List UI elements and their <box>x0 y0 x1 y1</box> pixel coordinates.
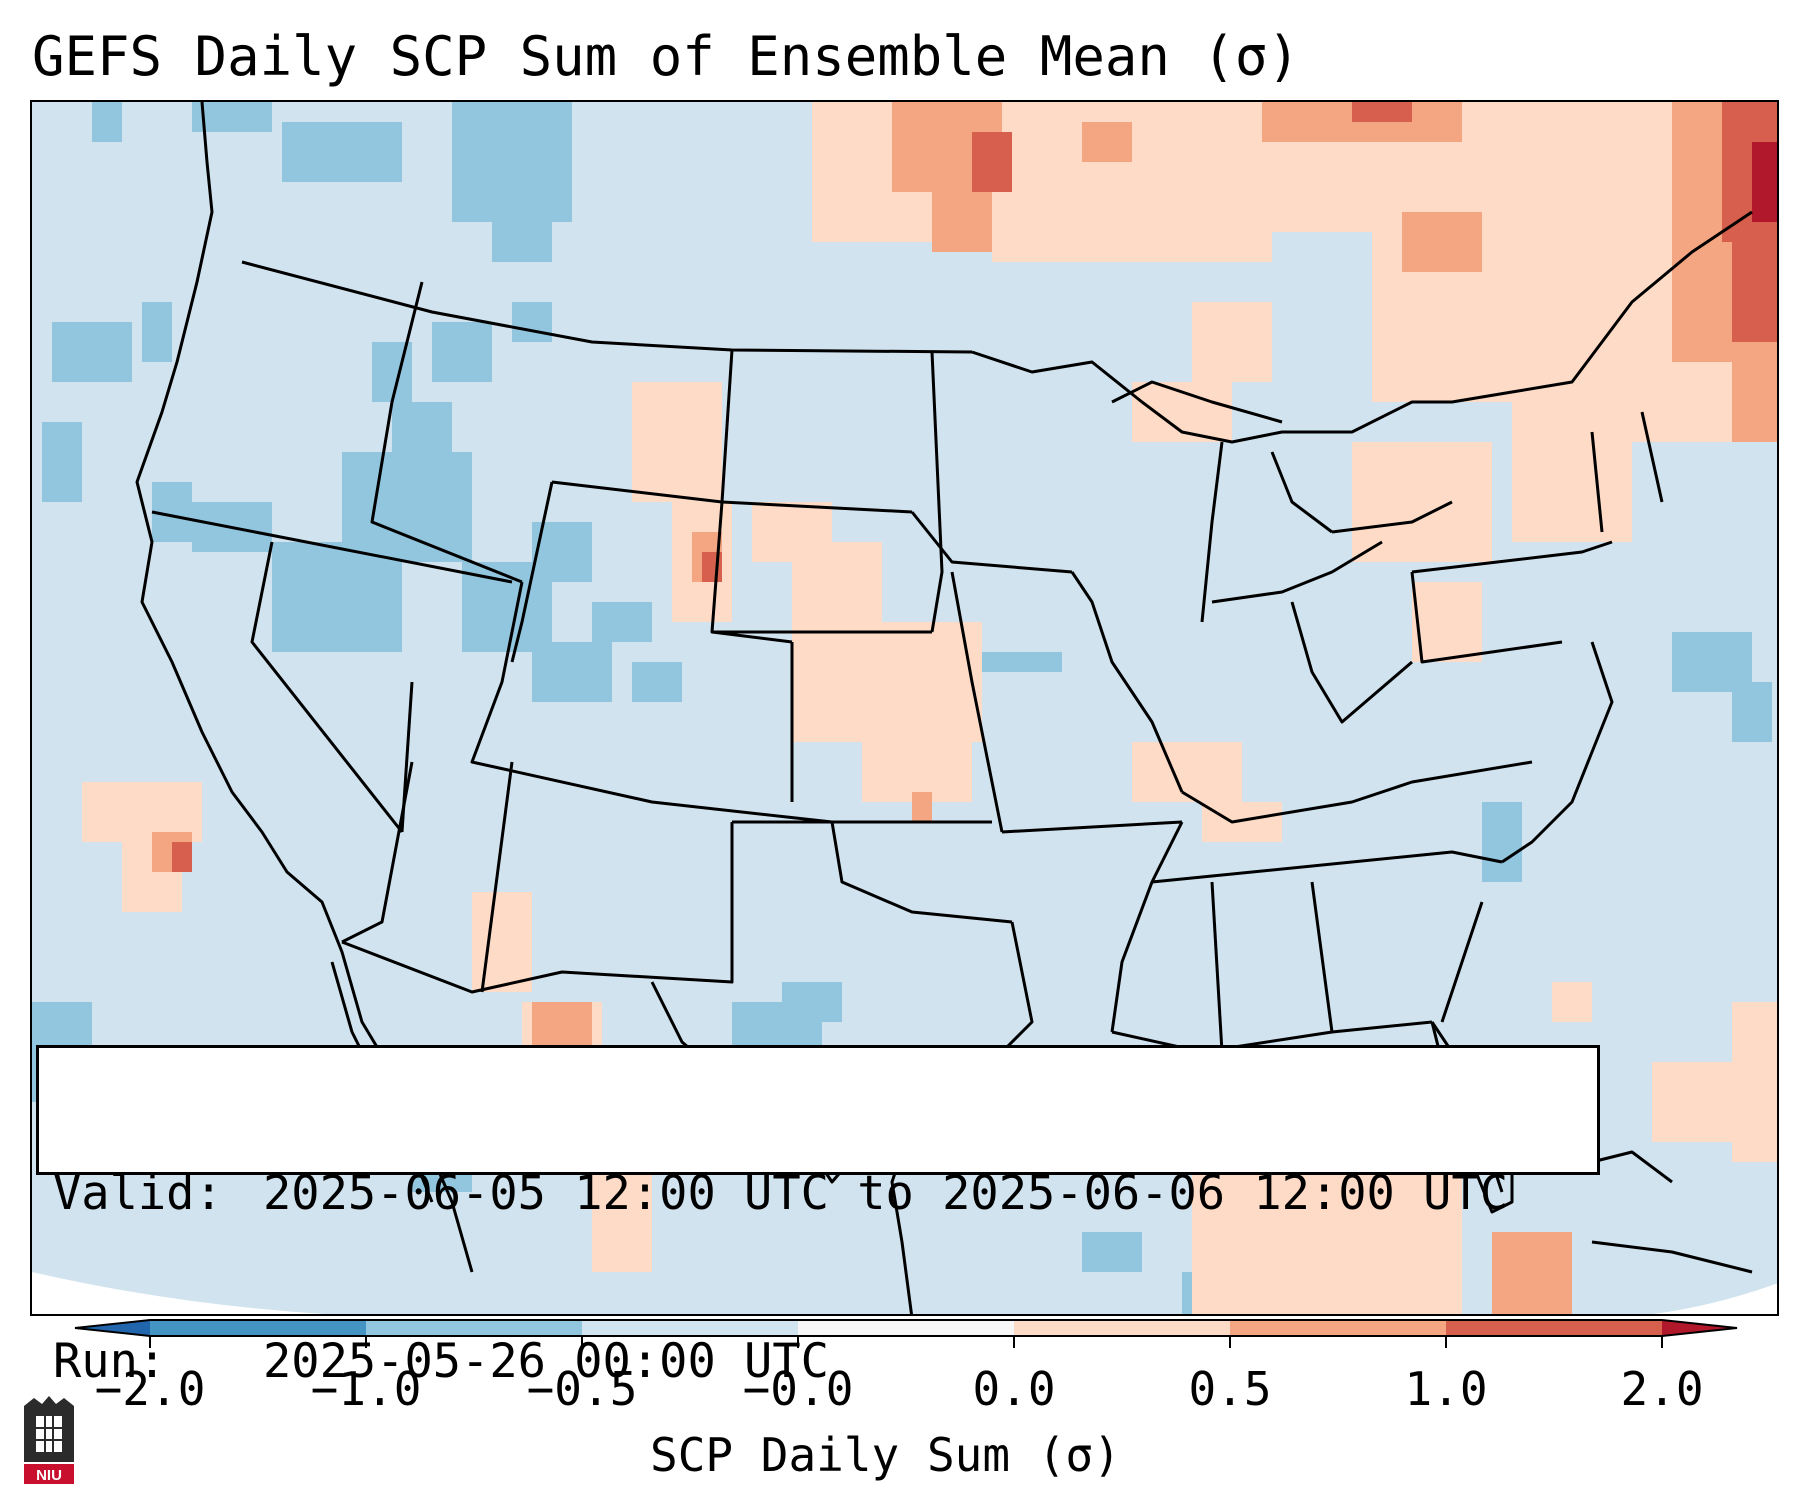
run-row: Run: 2025-05-26 00:00 UTC <box>53 1334 1597 1390</box>
run-value: 2025-05-26 00:00 UTC <box>263 1334 829 1389</box>
colorbar-svg <box>74 1319 1738 1348</box>
colorbar-segment-6 <box>1230 1320 1446 1336</box>
colorbar-tick-label: −2.0 <box>94 1362 206 1416</box>
colorbar-tick-label: 0.0 <box>972 1362 1056 1416</box>
projection-edge-left <box>32 1272 325 1314</box>
colorbar-segment-7 <box>1446 1320 1662 1336</box>
negative-anomaly-patches <box>32 102 1772 1314</box>
valid-run-info-box: Valid: 2025-06-05 12:00 UTC to 2025-06-06… <box>36 1045 1600 1389</box>
logo-text: NIU <box>36 1467 62 1484</box>
valid-value: 2025-06-05 12:00 UTC to 2025-06-06 12:00… <box>263 1166 1509 1221</box>
colorbar-tick-label: 0.5 <box>1188 1362 1272 1416</box>
chart-title: GEFS Daily SCP Sum of Ensemble Mean (σ) <box>32 25 1300 88</box>
projection-edge-right <box>1652 1283 1777 1314</box>
run-label: Run: <box>53 1334 167 1389</box>
colorbar-tick-label: 1.0 <box>1404 1362 1488 1416</box>
colorbar-ticks <box>149 1336 1663 1348</box>
colorbar-tick-label: 2.0 <box>1620 1362 1704 1416</box>
colorbar-segment-3 <box>582 1320 798 1336</box>
positive-anomaly-darkest <box>1752 142 1777 222</box>
niu-logo: NIU <box>20 1392 78 1488</box>
colorbar-label: SCP Daily Sum (σ) <box>650 1428 1121 1482</box>
colorbar <box>0 1318 1803 1378</box>
colorbar-segment-4 <box>798 1320 1014 1336</box>
colorbar-segment-2 <box>366 1320 582 1336</box>
colorbar-tick-label: −0.5 <box>526 1362 638 1416</box>
valid-row: Valid: 2025-06-05 12:00 UTC to 2025-06-06… <box>53 1166 1597 1222</box>
colorbar-tick-label: −0.0 <box>742 1362 854 1416</box>
positive-anomaly-patches <box>82 102 1777 1314</box>
colorbar-segment-5 <box>1014 1320 1230 1336</box>
valid-label: Valid: <box>53 1166 223 1221</box>
colorbar-tick-label: −1.0 <box>310 1362 422 1416</box>
colorbar-extend-high <box>1662 1320 1737 1336</box>
colorbar-extend-low <box>75 1320 150 1336</box>
colorbar-segment-1 <box>150 1320 366 1336</box>
